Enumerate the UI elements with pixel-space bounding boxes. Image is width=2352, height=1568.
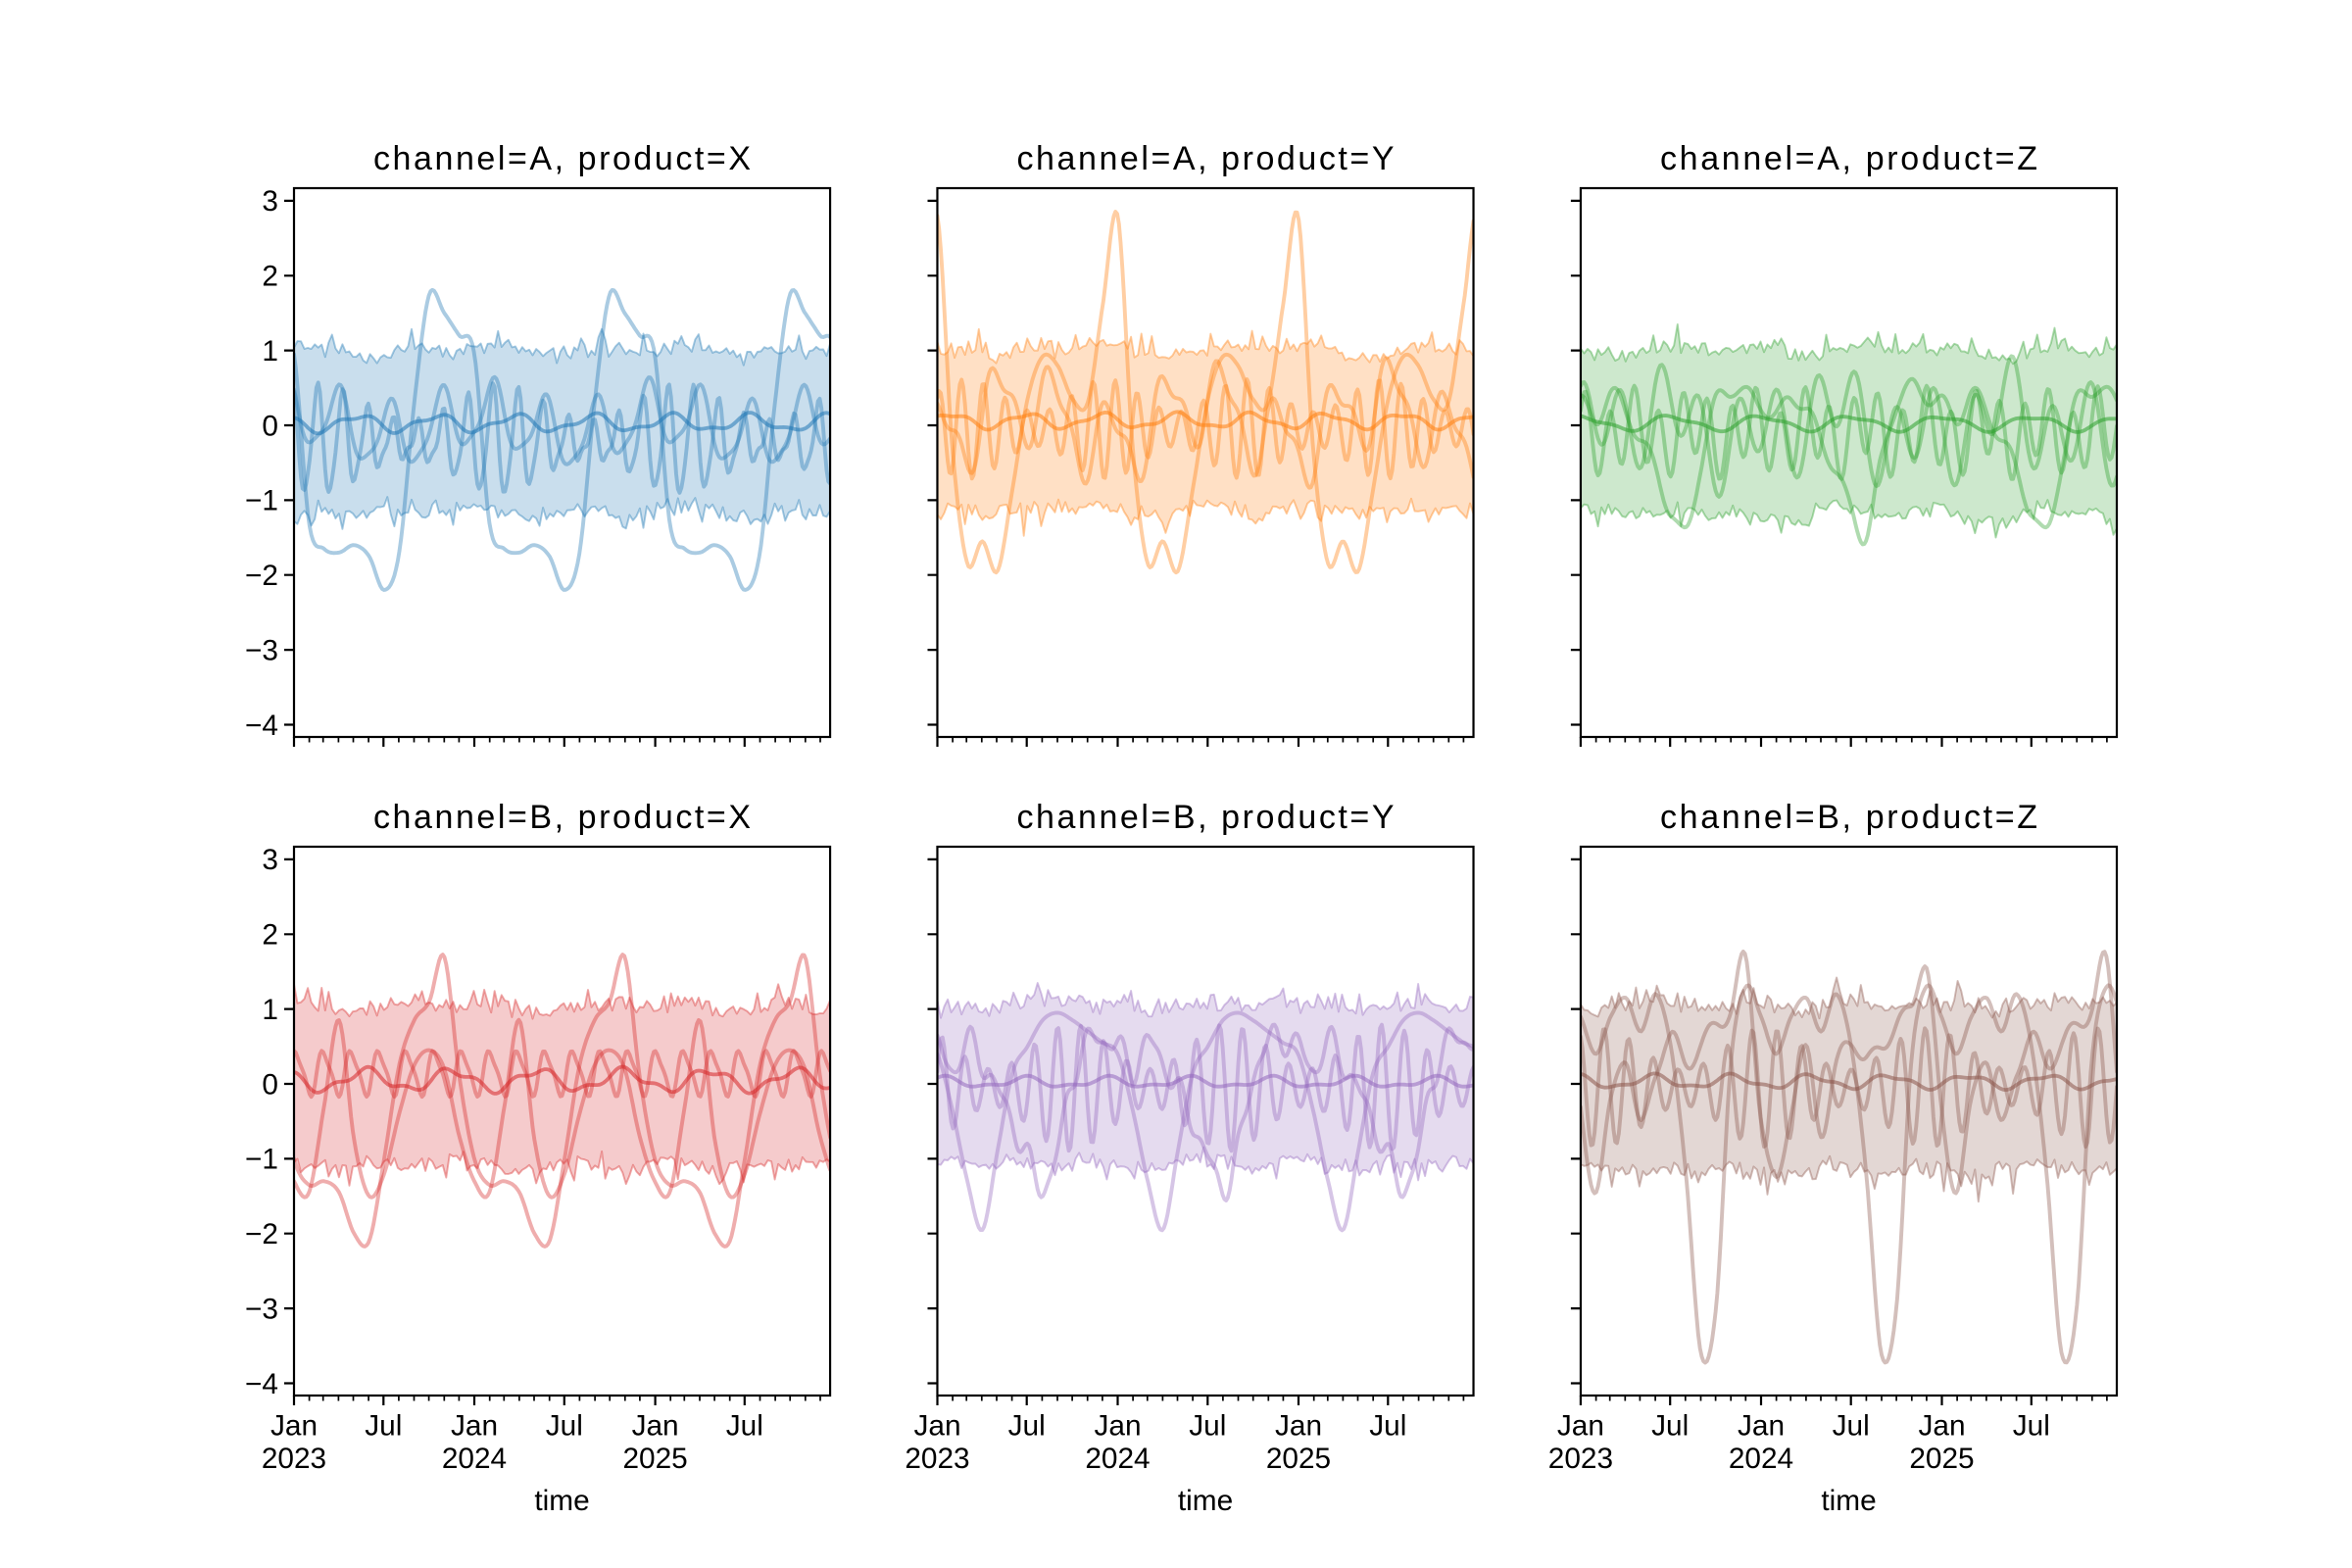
svg-text:0: 0	[262, 1068, 278, 1101]
svg-text:channel=A, product=X: channel=A, product=X	[373, 140, 751, 177]
svg-text:1: 1	[262, 994, 278, 1026]
svg-text:2025: 2025	[1266, 1443, 1331, 1475]
svg-text:Jul: Jul	[1651, 1410, 1689, 1443]
svg-text:2: 2	[262, 261, 278, 293]
svg-text:2025: 2025	[622, 1443, 687, 1475]
svg-text:Jan: Jan	[1557, 1410, 1604, 1443]
svg-text:Jul: Jul	[1833, 1410, 1870, 1443]
svg-text:time: time	[1178, 1485, 1233, 1517]
svg-text:Jan: Jan	[632, 1410, 679, 1443]
svg-text:Jul: Jul	[1008, 1410, 1046, 1443]
svg-text:Jan: Jan	[451, 1410, 498, 1443]
svg-text:2025: 2025	[1909, 1443, 1974, 1475]
svg-text:Jul: Jul	[2013, 1410, 2050, 1443]
svg-text:Jul: Jul	[1369, 1410, 1406, 1443]
svg-text:Jul: Jul	[546, 1410, 583, 1443]
svg-text:−2: −2	[245, 1218, 278, 1250]
svg-text:Jan: Jan	[913, 1410, 960, 1443]
svg-text:1: 1	[262, 335, 278, 368]
svg-text:−4: −4	[245, 1368, 278, 1400]
svg-text:time: time	[534, 1485, 589, 1517]
svg-text:2: 2	[262, 919, 278, 952]
svg-text:3: 3	[262, 844, 278, 876]
svg-text:2024: 2024	[1729, 1443, 1793, 1475]
svg-text:−1: −1	[245, 485, 278, 517]
svg-text:−1: −1	[245, 1144, 278, 1176]
svg-text:channel=B, product=Y: channel=B, product=Y	[1017, 799, 1395, 836]
svg-text:−3: −3	[245, 1293, 278, 1325]
svg-text:2023: 2023	[905, 1443, 969, 1475]
svg-text:Jul: Jul	[1189, 1410, 1226, 1443]
svg-text:−4: −4	[245, 710, 278, 742]
svg-text:Jan: Jan	[1094, 1410, 1141, 1443]
svg-text:Jan: Jan	[1275, 1410, 1322, 1443]
svg-text:channel=A, product=Y: channel=A, product=Y	[1017, 140, 1395, 177]
svg-text:−2: −2	[245, 560, 278, 592]
svg-text:2023: 2023	[1548, 1443, 1613, 1475]
svg-text:0: 0	[262, 410, 278, 442]
svg-text:channel=B, product=Z: channel=B, product=Z	[1660, 799, 2037, 836]
svg-text:2024: 2024	[1085, 1443, 1150, 1475]
svg-text:channel=B, product=X: channel=B, product=X	[373, 799, 751, 836]
svg-text:channel=A, product=Z: channel=A, product=Z	[1660, 140, 2037, 177]
svg-text:Jan: Jan	[1738, 1410, 1785, 1443]
svg-text:Jul: Jul	[726, 1410, 763, 1443]
svg-text:Jul: Jul	[365, 1410, 402, 1443]
svg-text:time: time	[1821, 1485, 1876, 1517]
svg-text:−3: −3	[245, 634, 278, 666]
svg-text:2023: 2023	[262, 1443, 326, 1475]
svg-text:3: 3	[262, 185, 278, 218]
svg-text:2024: 2024	[442, 1443, 507, 1475]
svg-text:Jan: Jan	[1918, 1410, 1965, 1443]
svg-text:Jan: Jan	[270, 1410, 318, 1443]
